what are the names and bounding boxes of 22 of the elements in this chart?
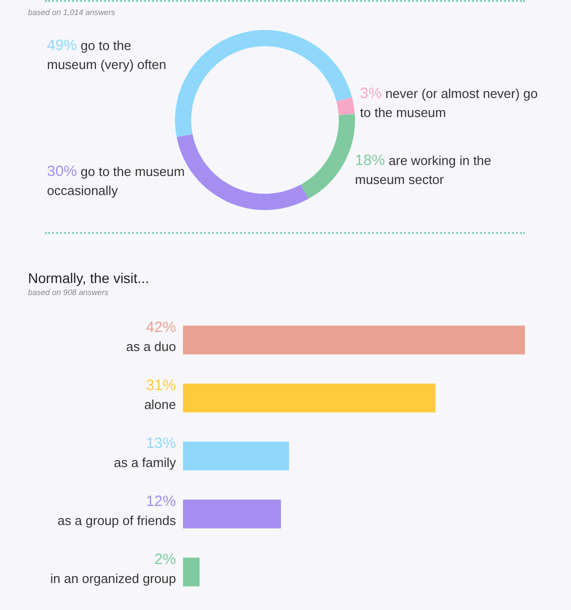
bar bbox=[183, 442, 290, 470]
bar bbox=[183, 326, 525, 354]
data-label: 13% bbox=[146, 435, 176, 452]
y-tick-label: in an organized group bbox=[50, 571, 176, 586]
data-label: 31% bbox=[146, 377, 176, 394]
bar bbox=[183, 500, 281, 528]
y-tick-label: as a family bbox=[114, 455, 176, 470]
data-label: 42% bbox=[146, 319, 176, 336]
chart-title: Normally, the visit... bbox=[28, 270, 150, 286]
data-label: 2% bbox=[154, 551, 176, 568]
bar bbox=[183, 384, 436, 412]
data-label: 3% bbox=[360, 85, 382, 102]
data-label: 18% bbox=[355, 152, 386, 169]
data-label: 30% bbox=[47, 163, 78, 180]
y-tick-label: as a duo bbox=[126, 339, 176, 354]
chart-subtitle: based on 1,014 answers bbox=[28, 8, 116, 17]
y-tick-label: alone bbox=[144, 397, 176, 412]
data-label: 49% bbox=[47, 37, 78, 54]
text: based on 908 answers bbox=[28, 288, 108, 297]
data-label: 12% bbox=[146, 493, 176, 510]
bar bbox=[183, 558, 200, 586]
y-tick-label: as a group of friends bbox=[57, 513, 176, 528]
